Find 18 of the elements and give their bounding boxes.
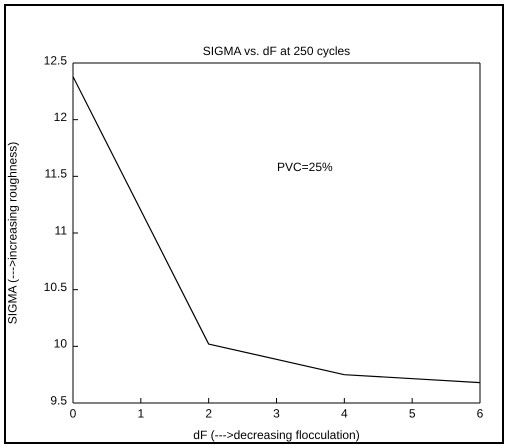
y-tick-label: 11 — [54, 223, 68, 238]
x-tick-label: 4 — [340, 406, 348, 421]
y-axis-title: SIGMA (--->increasing roughness) — [5, 142, 20, 324]
y-tick-label: 9.5 — [50, 393, 68, 408]
annotation: PVC=25% — [277, 160, 333, 174]
x-tick-label: 0 — [70, 406, 77, 421]
y-tick-label: 12.5 — [44, 53, 68, 68]
x-tick-label: 2 — [205, 406, 212, 421]
x-tick-label: 5 — [408, 406, 416, 421]
x-tick-label: 3 — [273, 406, 280, 421]
x-axis-title: dF (--->decreasing flocculation) — [193, 428, 360, 442]
y-tick-label: 12 — [54, 110, 68, 124]
chart-title: SIGMA vs. dF at 250 cycles — [202, 44, 352, 58]
y-tick-label: 10.5 — [44, 280, 68, 294]
y-tick-label: 10 — [54, 336, 68, 351]
x-tick-label: 6 — [476, 406, 484, 421]
y-tick-label: 11.5 — [44, 166, 68, 181]
x-tick-label: 1 — [137, 406, 144, 421]
